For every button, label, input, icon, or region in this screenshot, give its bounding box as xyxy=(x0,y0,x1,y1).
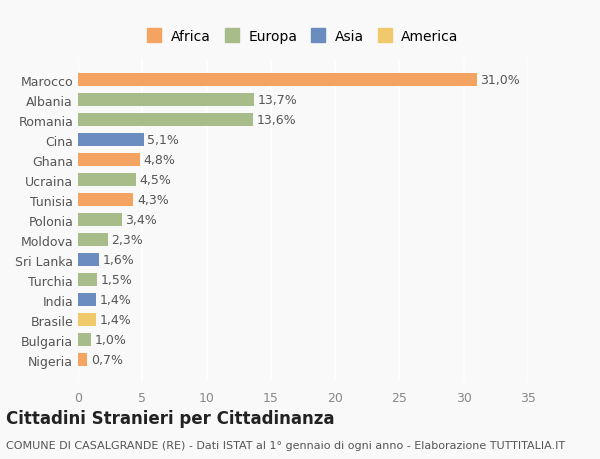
Text: 1,4%: 1,4% xyxy=(100,294,131,307)
Text: Cittadini Stranieri per Cittadinanza: Cittadini Stranieri per Cittadinanza xyxy=(6,409,335,427)
Text: 0,7%: 0,7% xyxy=(91,353,123,366)
Legend: Africa, Europa, Asia, America: Africa, Europa, Asia, America xyxy=(143,25,463,48)
Text: 13,7%: 13,7% xyxy=(258,94,298,107)
Bar xyxy=(78,334,91,347)
Bar xyxy=(78,214,122,227)
Bar xyxy=(78,134,143,147)
Text: 1,4%: 1,4% xyxy=(100,313,131,326)
Text: COMUNE DI CASALGRANDE (RE) - Dati ISTAT al 1° gennaio di ogni anno - Elaborazion: COMUNE DI CASALGRANDE (RE) - Dati ISTAT … xyxy=(6,440,565,450)
Text: 4,5%: 4,5% xyxy=(140,174,172,187)
Bar xyxy=(78,353,87,366)
Bar xyxy=(78,74,476,87)
Bar xyxy=(78,174,136,187)
Bar xyxy=(78,114,253,127)
Bar xyxy=(78,274,97,286)
Bar xyxy=(78,194,133,207)
Bar xyxy=(78,154,140,167)
Text: 4,3%: 4,3% xyxy=(137,194,169,207)
Text: 5,1%: 5,1% xyxy=(148,134,179,147)
Text: 31,0%: 31,0% xyxy=(481,74,520,87)
Bar xyxy=(78,94,254,107)
Text: 1,0%: 1,0% xyxy=(95,333,127,347)
Text: 1,5%: 1,5% xyxy=(101,274,133,286)
Bar xyxy=(78,254,98,267)
Bar xyxy=(78,234,107,247)
Bar xyxy=(78,313,96,326)
Text: 4,8%: 4,8% xyxy=(143,154,175,167)
Text: 13,6%: 13,6% xyxy=(257,114,296,127)
Bar xyxy=(78,294,96,307)
Text: 2,3%: 2,3% xyxy=(112,234,143,247)
Text: 1,6%: 1,6% xyxy=(103,254,134,267)
Text: 3,4%: 3,4% xyxy=(125,214,157,227)
